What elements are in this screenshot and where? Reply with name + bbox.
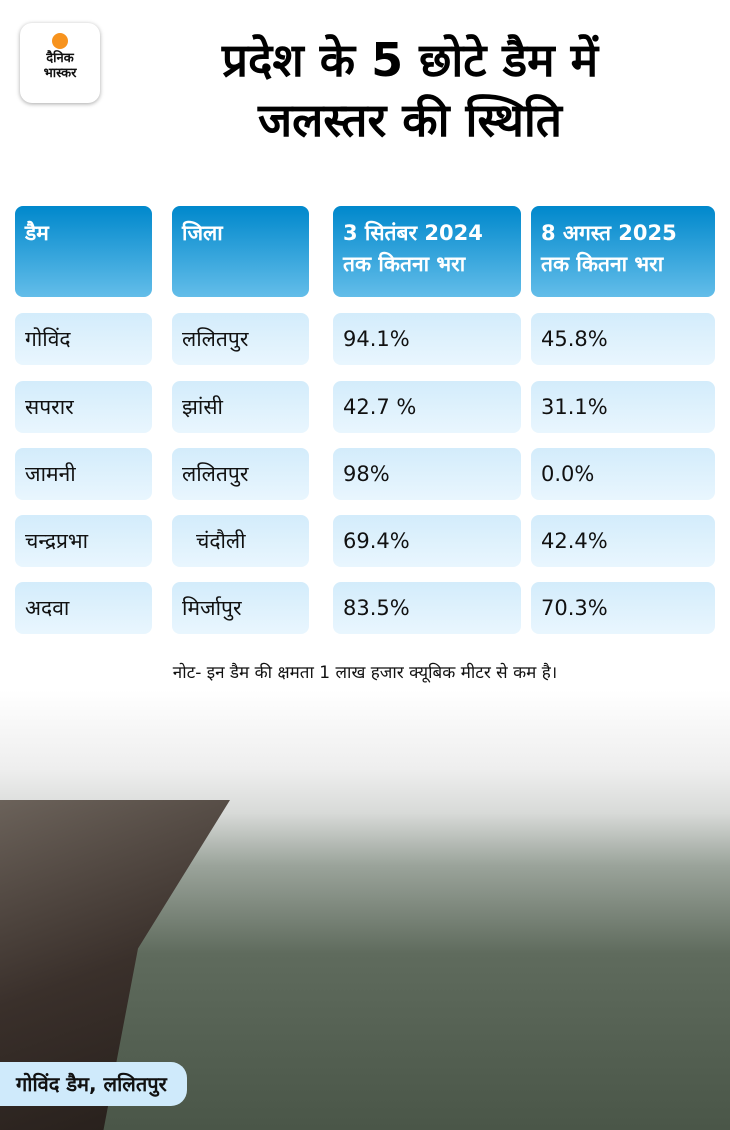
header-text: 8 अगस्त 2025: [541, 221, 677, 245]
table-cell: 42.4%: [531, 515, 715, 567]
sun-icon: [52, 33, 68, 49]
table-cell: 98%: [333, 448, 521, 500]
header-text: तक कितना भरा: [541, 252, 664, 276]
table-cell: सपरार: [15, 381, 152, 433]
header-text: जिला: [182, 221, 223, 245]
table-cell: जामनी: [15, 448, 152, 500]
table-cell: ललितपुर: [172, 448, 309, 500]
table-cell: 83.5%: [333, 582, 521, 634]
dainik-bhaskar-logo: दैनिक भास्कर: [20, 23, 100, 103]
table-cell: 42.7 %: [333, 381, 521, 433]
header-text: 3 सितंबर 2024: [343, 221, 483, 245]
table-cell: गोविंद: [15, 313, 152, 365]
table-cell: झांसी: [172, 381, 309, 433]
photo-caption: गोविंद डैम, ललितपुर: [0, 1062, 187, 1106]
header-cell: डैम: [15, 206, 152, 297]
header-text: तक कितना भरा: [343, 252, 466, 276]
header-cell: 3 सितंबर 2024 तक कितना भरा: [333, 206, 521, 297]
table-cell: चंदौली: [172, 515, 309, 567]
table-cell: चन्द्रप्रभा: [15, 515, 152, 567]
page-title: प्रदेश के 5 छोटे डैम में जलस्तर की स्थित…: [120, 30, 700, 150]
table-cell: 31.1%: [531, 381, 715, 433]
table-cell: मिर्जापुर: [172, 582, 309, 634]
table-cell: अदवा: [15, 582, 152, 634]
logo-text-line2: भास्कर: [43, 66, 77, 81]
table-cell: 69.4%: [333, 515, 521, 567]
table-cell: 0.0%: [531, 448, 715, 500]
title-line1: प्रदेश के 5 छोटे डैम में: [221, 33, 599, 87]
table-cell: 70.3%: [531, 582, 715, 634]
title-line2: जलस्तर की स्थिति: [258, 93, 562, 147]
header-cell: जिला: [172, 206, 309, 297]
logo-text-line1: दैनिक: [46, 51, 74, 66]
table-cell: 94.1%: [333, 313, 521, 365]
note: नोट- इन डैम की क्षमता 1 लाख हजार क्यूबिक…: [172, 663, 558, 683]
table-cell: 45.8%: [531, 313, 715, 365]
header-cell: 8 अगस्त 2025 तक कितना भरा: [531, 206, 715, 297]
table-cell: ललितपुर: [172, 313, 309, 365]
header-text: डैम: [25, 221, 49, 245]
